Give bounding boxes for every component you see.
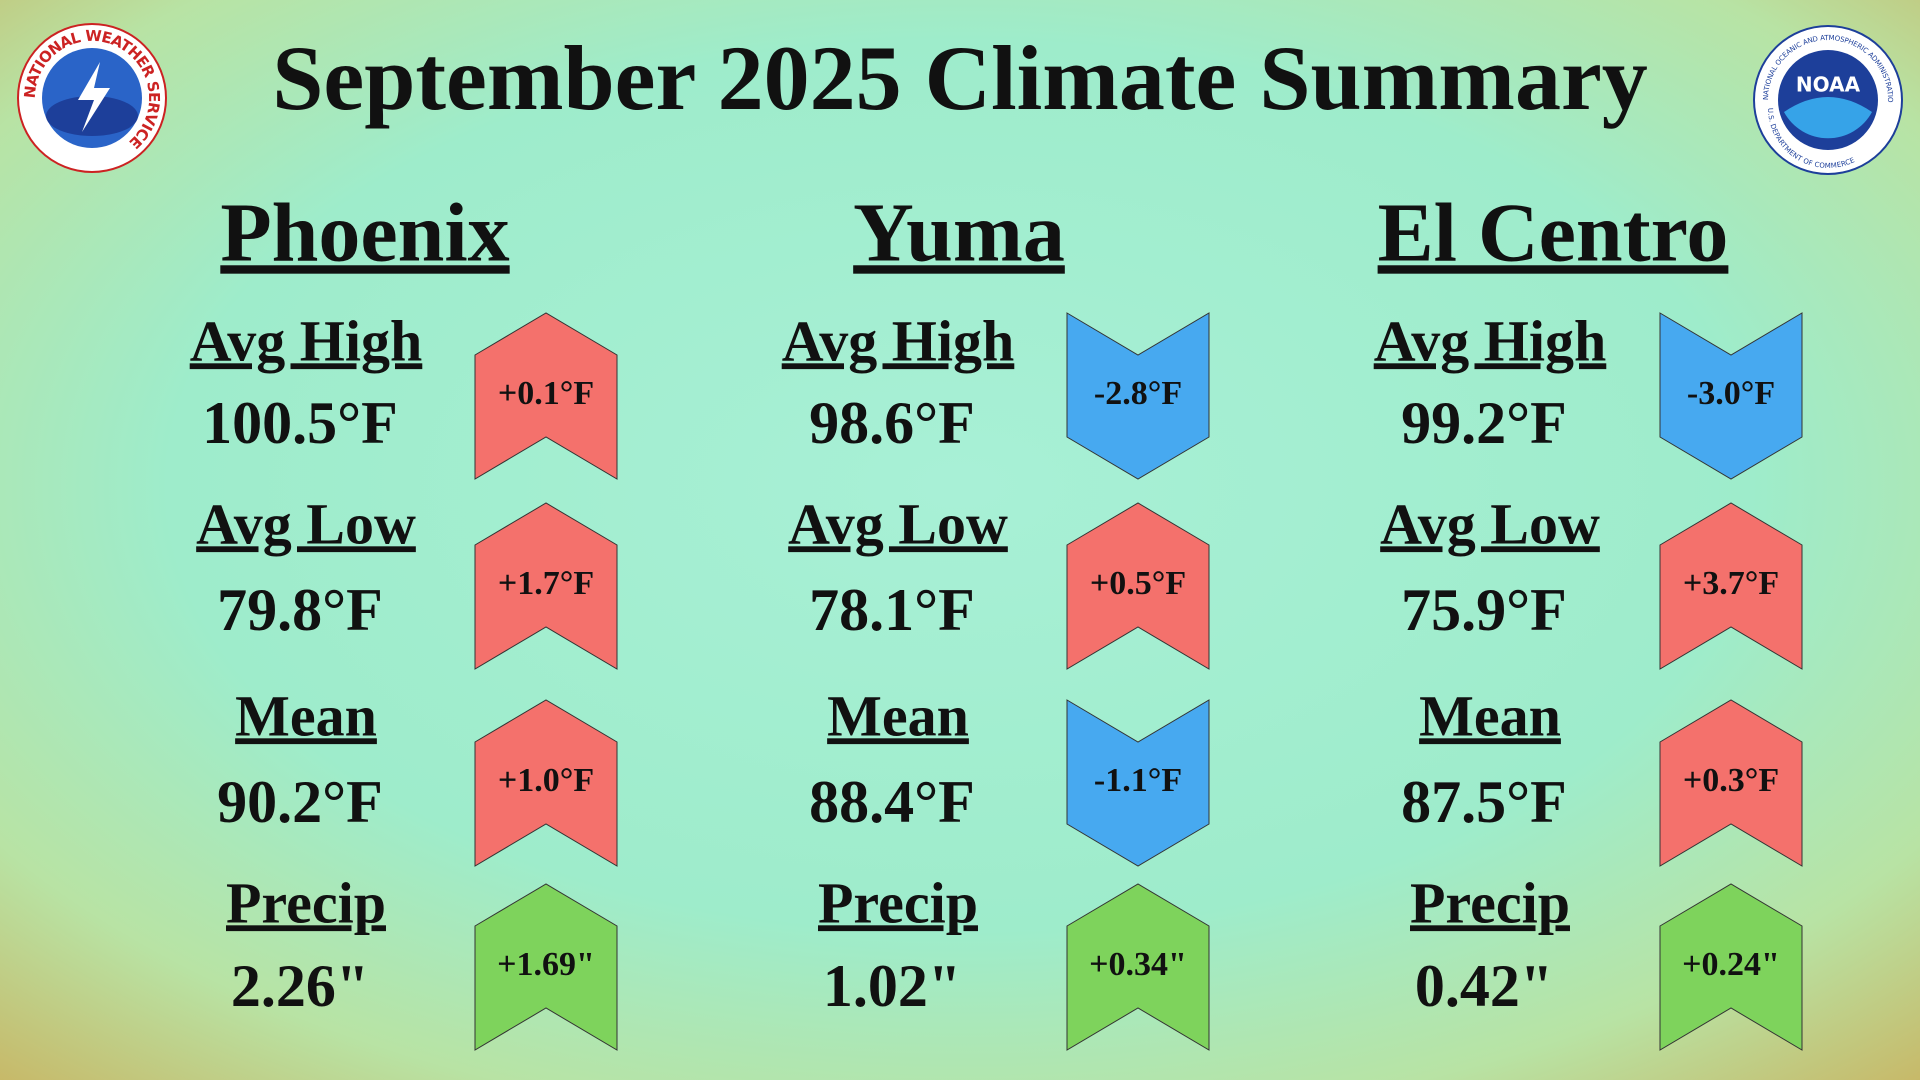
metric-label: Mean bbox=[1419, 683, 1561, 748]
departure-arrow bbox=[474, 502, 618, 670]
metric-value: 0.42" bbox=[1415, 953, 1553, 1019]
metric-value: 100.5°F bbox=[202, 390, 398, 456]
departure-value: +1.7°F bbox=[498, 565, 594, 602]
metric-value: 99.2°F bbox=[1401, 390, 1567, 456]
metric-value: 79.8°F bbox=[217, 577, 383, 643]
departure-value: -3.0°F bbox=[1687, 375, 1775, 412]
metric-label: Precip bbox=[226, 870, 386, 935]
departure-arrow bbox=[474, 699, 618, 867]
noaa-logo-name: NOAA bbox=[1796, 73, 1861, 97]
metric-value: 75.9°F bbox=[1401, 577, 1567, 643]
metric-label: Avg High bbox=[1374, 308, 1607, 373]
metric-value: 88.4°F bbox=[809, 769, 975, 835]
metric-label: Avg Low bbox=[196, 491, 416, 556]
metric-label: Precip bbox=[1410, 870, 1570, 935]
metric-label: Precip bbox=[818, 870, 978, 935]
departure-value: -1.1°F bbox=[1094, 762, 1182, 799]
departure-value: +1.0°F bbox=[498, 762, 594, 799]
departure-arrow bbox=[1659, 502, 1803, 670]
city-name: Phoenix bbox=[220, 186, 509, 279]
departure-arrow bbox=[1659, 883, 1803, 1051]
metric-label: Avg High bbox=[190, 308, 423, 373]
metric-label: Mean bbox=[827, 683, 969, 748]
departure-arrow bbox=[1659, 699, 1803, 867]
departure-arrow bbox=[474, 883, 618, 1051]
departure-value: +0.1°F bbox=[498, 375, 594, 412]
metric-label: Avg Low bbox=[1380, 491, 1600, 556]
metric-label: Mean bbox=[235, 683, 377, 748]
departure-arrow bbox=[1066, 699, 1210, 867]
metric-value: 78.1°F bbox=[809, 577, 975, 643]
city-name: Yuma bbox=[853, 186, 1065, 279]
metric-value: 90.2°F bbox=[217, 769, 383, 835]
metric-label: Avg High bbox=[782, 308, 1015, 373]
departure-arrow bbox=[1066, 502, 1210, 670]
metric-value: 98.6°F bbox=[809, 390, 975, 456]
departure-value: +0.34" bbox=[1089, 946, 1187, 983]
departure-value: +0.5°F bbox=[1090, 565, 1186, 602]
departure-value: +0.3°F bbox=[1683, 762, 1779, 799]
nws-logo: NATIONAL WEATHER SERVICE bbox=[17, 23, 167, 173]
metric-value: 87.5°F bbox=[1401, 769, 1567, 835]
departure-value: +0.24" bbox=[1682, 946, 1780, 983]
departure-arrow bbox=[1659, 312, 1803, 480]
departure-arrow bbox=[1066, 883, 1210, 1051]
departure-arrow bbox=[1066, 312, 1210, 480]
metric-value: 2.26" bbox=[231, 953, 369, 1019]
city-name: El Centro bbox=[1378, 186, 1729, 279]
metric-value: 1.02" bbox=[823, 953, 961, 1019]
departure-arrow bbox=[474, 312, 618, 480]
departure-value: +1.69" bbox=[497, 946, 595, 983]
departure-value: +3.7°F bbox=[1683, 565, 1779, 602]
departure-value: -2.8°F bbox=[1094, 375, 1182, 412]
title: September 2025 Climate Summary bbox=[272, 27, 1648, 129]
metric-label: Avg Low bbox=[788, 491, 1008, 556]
